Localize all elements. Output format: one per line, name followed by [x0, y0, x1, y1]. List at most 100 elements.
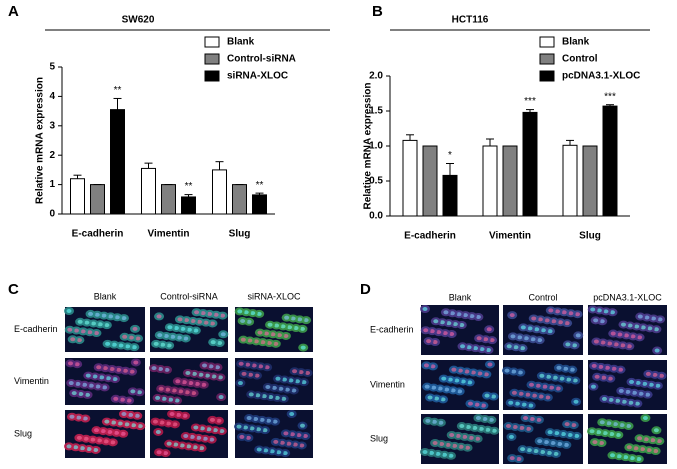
nucleus: [539, 373, 545, 378]
nucleus: [659, 373, 665, 378]
nucleus: [517, 335, 523, 340]
nucleus: [449, 332, 455, 337]
nucleus: [537, 439, 543, 444]
nucleus: [85, 373, 91, 378]
nucleus: [262, 428, 268, 433]
nucleus: [509, 456, 515, 461]
nucleus: [591, 363, 597, 368]
nucleus: [179, 443, 185, 448]
legend-label: Blank: [562, 37, 590, 48]
chart-title: HCT116: [452, 15, 489, 26]
nucleus: [220, 313, 226, 318]
nucleus: [276, 450, 282, 455]
nucleus: [173, 442, 179, 447]
y-axis-label: Relative mRNA expression: [363, 83, 374, 210]
nucleus: [169, 412, 175, 416]
nucleus: [547, 329, 553, 334]
nucleus: [441, 376, 447, 381]
column-header: pcDNA3.1-XLOC: [593, 292, 662, 302]
nucleus: [271, 385, 277, 390]
nucleus: [564, 321, 570, 326]
nucleus: [438, 420, 444, 425]
nucleus: [531, 316, 537, 321]
nucleus: [466, 345, 472, 350]
nucleus: [425, 418, 431, 423]
nucleus: [181, 380, 187, 385]
nucleus: [465, 445, 471, 450]
nucleus: [608, 397, 614, 402]
nucleus: [93, 331, 99, 336]
nucleus: [99, 375, 105, 380]
legend-label: Blank: [227, 37, 255, 48]
panel-label: B: [372, 3, 383, 20]
nucleus: [158, 386, 164, 391]
nucleus: [551, 319, 557, 324]
nucleus: [550, 441, 556, 446]
nucleus: [114, 315, 120, 320]
nucleus: [119, 397, 125, 402]
nucleus: [111, 420, 117, 425]
nucleus: [452, 443, 458, 448]
nucleus: [647, 326, 653, 331]
nucleus: [437, 386, 443, 391]
nucleus: [191, 371, 197, 376]
nucleus: [220, 332, 226, 337]
y-tick-label: 0: [49, 209, 55, 220]
nucleus: [210, 340, 216, 345]
nucleus: [152, 419, 158, 424]
nucleus: [248, 392, 254, 397]
bar: [252, 194, 267, 215]
nucleus: [607, 376, 613, 381]
nucleus: [545, 395, 551, 400]
nucleus: [120, 431, 126, 436]
row-label: Slug: [14, 428, 32, 438]
nucleus: [253, 339, 259, 344]
nucleus: [165, 387, 171, 392]
nucleus: [124, 422, 130, 427]
nucleus: [114, 430, 120, 435]
nucleus: [564, 422, 570, 427]
nucleus: [486, 348, 492, 353]
bar: [522, 111, 538, 217]
nucleus: [557, 320, 563, 325]
nucleus: [194, 381, 200, 386]
nucleus: [615, 432, 621, 437]
nucleus: [254, 373, 260, 378]
nucleus: [211, 374, 217, 379]
nucleus: [276, 333, 282, 338]
nucleus: [125, 344, 131, 349]
nucleus: [113, 396, 119, 401]
nucleus: [620, 322, 626, 327]
significance: **: [256, 180, 264, 191]
nucleus: [540, 449, 546, 454]
nucleus: [646, 448, 652, 453]
nucleus: [80, 329, 86, 334]
nucleus: [444, 387, 450, 392]
nucleus: [105, 341, 111, 346]
nucleus: [247, 338, 253, 343]
nucleus: [193, 425, 199, 430]
nucleus: [283, 333, 289, 338]
nucleus: [94, 312, 100, 317]
nucleus: [573, 399, 579, 404]
nucleus: [104, 419, 110, 424]
nucleus: [456, 312, 462, 317]
nucleus: [621, 399, 627, 404]
nucleus: [134, 413, 140, 418]
nucleus: [183, 434, 189, 439]
nucleus: [626, 445, 632, 450]
nucleus: [82, 382, 88, 387]
nucleus: [268, 395, 274, 400]
y-tick-label: 1.5: [369, 106, 383, 117]
nucleus: [283, 431, 289, 436]
nucleus: [482, 416, 488, 421]
row-label: E-cadherin: [370, 324, 414, 334]
x-tick-label: Vimentin: [489, 231, 531, 242]
nucleus: [250, 311, 256, 316]
nucleus: [207, 311, 213, 316]
nucleus: [133, 360, 139, 365]
nucleus: [242, 425, 248, 430]
nucleus: [599, 441, 605, 446]
nucleus: [183, 318, 189, 323]
nucleus: [199, 446, 205, 451]
